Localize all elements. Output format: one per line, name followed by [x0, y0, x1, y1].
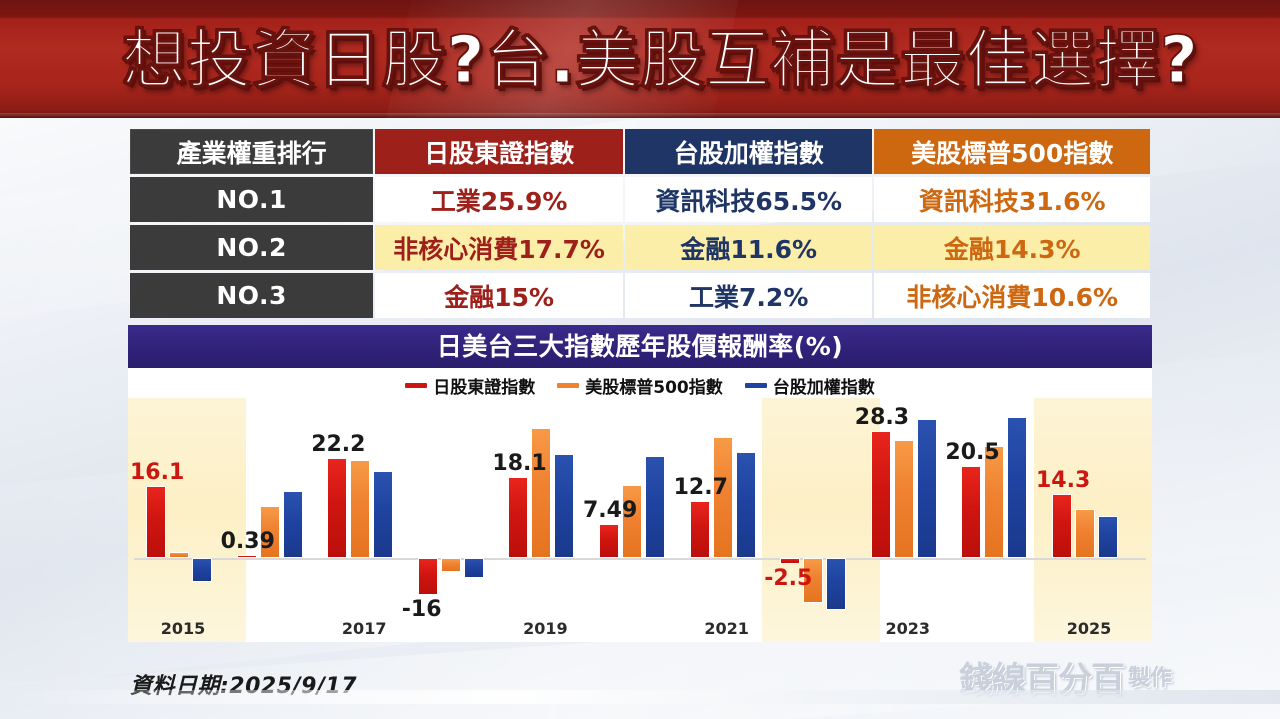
- chart-title: 日美台三大指數歷年股價報酬率(%): [128, 325, 1152, 368]
- cell-us: 金融14.3%: [874, 225, 1150, 270]
- bar-value-label: 28.3: [854, 405, 910, 431]
- bar-value-label: 18.1: [492, 450, 547, 476]
- chart-bar: [712, 437, 733, 558]
- chart-bar: [1075, 508, 1095, 558]
- cell-japan: 金融15%: [375, 273, 623, 318]
- chart-bar: [508, 476, 529, 558]
- chart-bar: [327, 458, 348, 558]
- chart-body: 日股東證指數 美股標普500指數 台股加權指數 16.1 0.39 22.2 -16 18.…: [128, 368, 1152, 642]
- bar-value-label: 16.1: [130, 459, 185, 485]
- cell-taiwan: 資訊科技65.5%: [624, 177, 873, 222]
- column-header-japan: 日股東證指數: [375, 129, 623, 174]
- chart-bar: [803, 558, 824, 604]
- title-banner: 想投資日股?台.美股互補是最佳選擇?: [0, 0, 1280, 118]
- legend-swatch-icon: [405, 382, 428, 388]
- chart-bar: [780, 558, 801, 564]
- table-row: NO.1 工業25.9% 資訊科技65.5% 資訊科技31.6%: [130, 177, 1150, 222]
- table-row: NO.2 非核心消費17.7% 金融11.6% 金融14.3%: [130, 225, 1150, 270]
- bar-value-label: 20.5: [945, 440, 1000, 466]
- legend-swatch-icon: [557, 382, 580, 388]
- legend-item: 日股東證指數: [405, 373, 535, 398]
- chart-bar: [531, 428, 552, 558]
- chart-bar: [169, 551, 189, 558]
- cell-rank: NO.1: [130, 177, 374, 222]
- chart-legend: 日股東證指數 美股標普500指數 台股加權指數: [128, 373, 1152, 398]
- column-header-us: 美股標普500指數: [874, 129, 1150, 174]
- legend-label: 台股加權指數: [772, 377, 875, 398]
- x-axis-tick-label: 2019: [523, 619, 568, 638]
- chart-bar: [417, 558, 438, 596]
- legend-item: 美股標普500指數: [557, 373, 723, 398]
- chart-plot-area: 16.1 0.39 22.2 -16 18.1 7.49 12.7 -2.5 28.3 20.5 1…: [128, 398, 1152, 642]
- chart-bar: [599, 524, 619, 558]
- cell-taiwan: 金融11.6%: [624, 225, 873, 270]
- chart-bar: [893, 440, 914, 558]
- chart-bar: [961, 466, 982, 558]
- page-title: 想投資日股?台.美股互補是最佳選擇?: [122, 24, 1199, 99]
- chart-bar: [1052, 493, 1072, 558]
- chart-bar: [463, 558, 484, 579]
- bar-value-label: 12.7: [673, 475, 728, 501]
- bar-value-label: -2.5: [764, 565, 813, 591]
- chart-bar: [689, 501, 710, 558]
- highlight-band: [762, 398, 881, 642]
- bar-value-label: 22.2: [311, 432, 366, 458]
- chart-bar: [984, 445, 1005, 558]
- zero-axis-line: [134, 558, 1146, 560]
- footer-divider: [0, 690, 1280, 704]
- chart-bar: [870, 431, 891, 558]
- chart-bar: [916, 418, 937, 558]
- chart-bar: [735, 451, 756, 558]
- chart-bar: [622, 484, 642, 558]
- cell-us: 非核心消費10.6%: [874, 273, 1150, 318]
- logo-made-by: 製作: [1127, 666, 1172, 691]
- cell-japan: 工業25.9%: [375, 177, 623, 222]
- chart-bar: [440, 558, 461, 573]
- legend-label: 日股東證指數: [433, 377, 536, 398]
- cell-japan: 非核心消費17.7%: [375, 225, 623, 270]
- bar-value-label: 7.49: [583, 498, 638, 524]
- x-axis-tick-label: 2017: [341, 619, 387, 638]
- legend-item: 台股加權指數: [744, 373, 875, 398]
- chart-bar: [282, 490, 303, 558]
- bar-value-label: 14.3: [1036, 467, 1091, 493]
- legend-label: 美股標普500指數: [585, 377, 723, 398]
- chart-bar: [146, 485, 166, 558]
- x-axis-tick-label: 2015: [160, 619, 206, 638]
- chart-bar: [236, 555, 257, 558]
- cell-rank: NO.3: [130, 273, 374, 318]
- table-row: NO.3 金融15% 工業7.2% 非核心消費10.6%: [130, 273, 1150, 318]
- cell-taiwan: 工業7.2%: [624, 273, 873, 318]
- industry-weight-table: 產業權重排行 日股東證指數 台股加權指數 美股標普500指數 NO.1 工業25…: [128, 126, 1152, 321]
- bar-value-label: 0.39: [220, 529, 275, 554]
- cell-us: 資訊科技31.6%: [874, 177, 1150, 222]
- x-axis-tick-label: 2023: [885, 619, 931, 638]
- x-axis-tick-label: 2021: [704, 619, 749, 638]
- chart-bar: [373, 470, 394, 558]
- chart-bar: [554, 453, 575, 558]
- x-axis-tick-label: 2025: [1066, 619, 1112, 638]
- table-header-row: 產業權重排行 日股東證指數 台股加權指數 美股標普500指數: [130, 129, 1150, 174]
- bar-value-label: -16: [401, 597, 442, 623]
- chart-bar: [192, 558, 212, 583]
- cell-rank: NO.2: [130, 225, 374, 270]
- legend-swatch-icon: [744, 382, 767, 388]
- chart-bar: [1098, 515, 1118, 558]
- chart-bar: [826, 558, 847, 611]
- chart-bar: [645, 455, 665, 558]
- chart-bar: [259, 506, 280, 558]
- column-header-taiwan: 台股加權指數: [624, 129, 873, 174]
- chart-bar: [350, 460, 371, 558]
- column-header-rank: 產業權重排行: [130, 129, 374, 174]
- chart-bar: [1007, 416, 1028, 558]
